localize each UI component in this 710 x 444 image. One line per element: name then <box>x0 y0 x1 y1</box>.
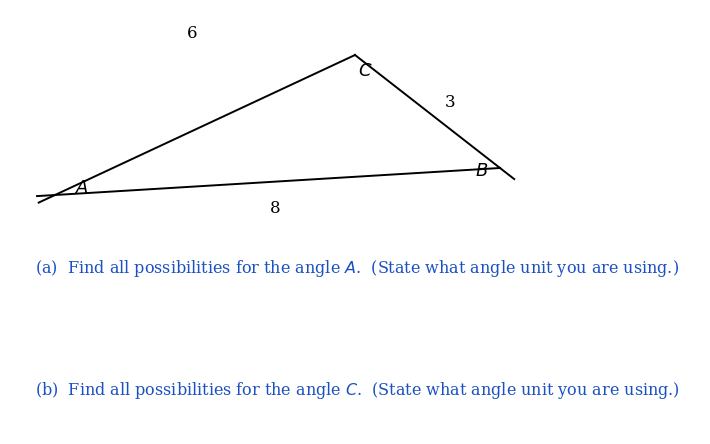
Text: $C$: $C$ <box>358 62 373 80</box>
Text: 3: 3 <box>445 94 456 111</box>
Text: (b)  Find all possibilities for the angle $C$.  (State what angle unit you are u: (b) Find all possibilities for the angle… <box>35 380 680 400</box>
Text: $A$: $A$ <box>75 179 89 197</box>
Text: (a)  Find all possibilities for the angle $A$.  (State what angle unit you are u: (a) Find all possibilities for the angle… <box>35 258 679 278</box>
Text: 6: 6 <box>187 25 197 42</box>
Text: $B$: $B$ <box>475 162 488 180</box>
Text: 8: 8 <box>270 200 280 217</box>
